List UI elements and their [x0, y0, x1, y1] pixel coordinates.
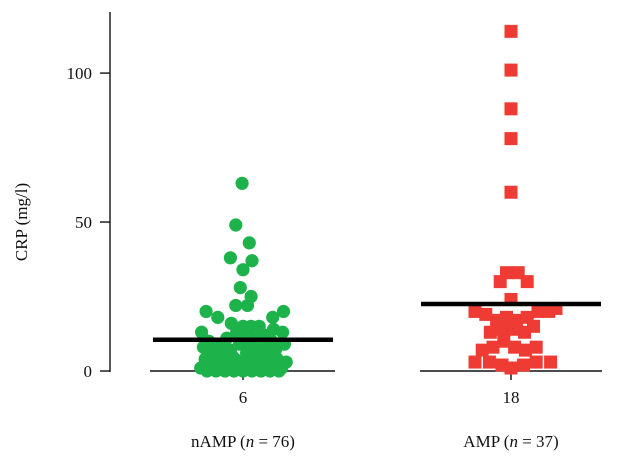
data-point: [495, 322, 509, 336]
data-point: [506, 322, 520, 336]
data-point: [504, 102, 518, 116]
data-point: [518, 343, 532, 357]
data-point: [479, 307, 493, 321]
data-point: [529, 340, 543, 354]
data-point: [531, 304, 545, 318]
data-point: [206, 346, 220, 360]
data-point: [508, 340, 522, 354]
group-label: AMP (n = 37): [463, 432, 558, 451]
data-point: [504, 361, 518, 375]
x-tick-label: 18: [503, 388, 520, 407]
data-point: [468, 355, 482, 369]
data-point: [240, 346, 254, 360]
data-point: [266, 310, 280, 324]
data-point: [517, 358, 531, 372]
data-point: [468, 304, 482, 318]
data-point: [235, 176, 249, 190]
data-point: [244, 289, 258, 304]
data-point: [256, 355, 270, 369]
data-point: [233, 280, 247, 295]
median-lines: [153, 301, 601, 342]
data-point: [195, 325, 209, 339]
data-point: [267, 358, 282, 372]
data-point: [242, 236, 256, 250]
data-point: [486, 340, 500, 354]
data-point: [482, 355, 496, 369]
data-point: [504, 132, 518, 146]
data-point: [504, 185, 518, 199]
data-point: [483, 325, 497, 339]
y-axis: 0 50 100 CRP (mg/l): [12, 12, 111, 381]
data-point: [497, 334, 511, 348]
data-point: [529, 355, 543, 369]
data-point: [228, 352, 242, 366]
data-point: [252, 319, 266, 333]
data-point: [229, 298, 243, 313]
x-tick-label: 6: [239, 388, 248, 407]
y-axis-title: CRP (mg/l): [12, 183, 31, 261]
group-labels: nAMP (n = 76) AMP (n = 37): [191, 432, 559, 451]
y-tick-label: 50: [75, 213, 92, 232]
data-points: [194, 24, 563, 378]
y-tick-label: 0: [84, 362, 93, 381]
data-point: [229, 218, 243, 232]
data-point: [475, 343, 489, 357]
data-point: [520, 275, 534, 289]
data-point: [211, 310, 225, 324]
data-point: [500, 266, 513, 280]
data-point: [236, 263, 250, 277]
data-point: [276, 304, 291, 319]
data-point: [276, 325, 290, 339]
data-point: [245, 254, 259, 268]
y-ticks: 0 50 100: [67, 64, 110, 381]
data-point: [500, 310, 513, 324]
data-point: [504, 63, 518, 77]
group-label: nAMP (n = 76): [191, 432, 295, 451]
data-point: [544, 355, 558, 369]
data-point: [199, 304, 213, 319]
y-tick-label: 100: [67, 64, 93, 83]
data-point: [527, 319, 540, 333]
data-point: [504, 24, 518, 38]
data-point: [224, 316, 238, 330]
x-axis: 6 18 nAMP (n = 76) AMP (n = 37): [150, 370, 602, 451]
data-point: [223, 251, 237, 265]
